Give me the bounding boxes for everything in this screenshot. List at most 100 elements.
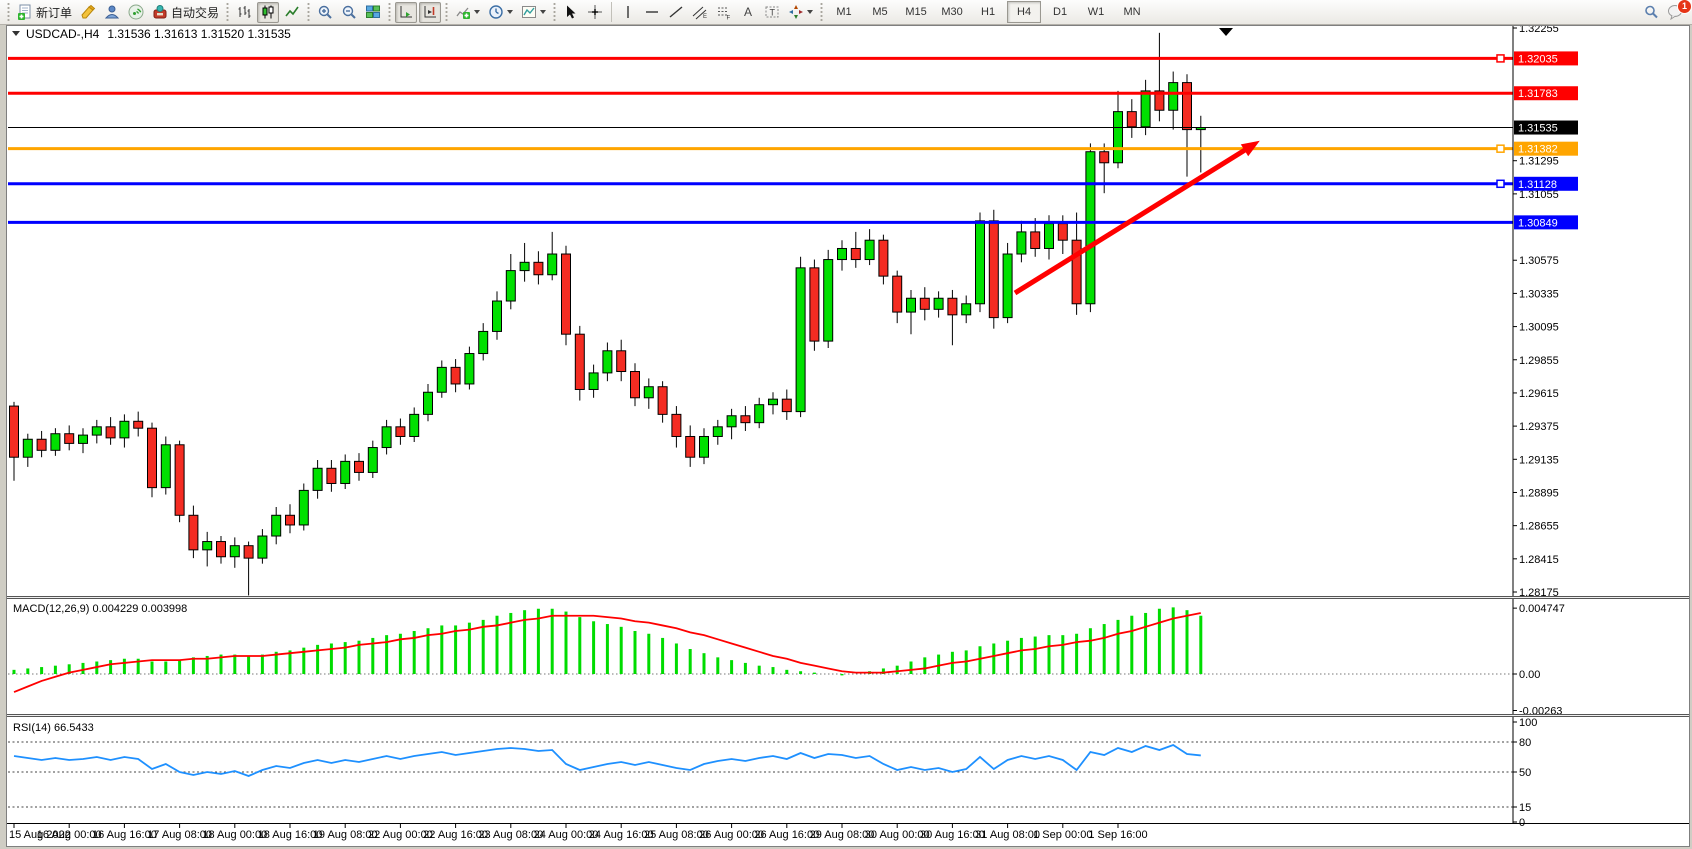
candle-body [878,239,889,277]
zoom-in-button[interactable] [314,2,336,23]
timeframe-H4[interactable]: H4 [1007,1,1042,23]
timeframe-M1[interactable]: M1 [836,6,852,18]
toolbar-grip[interactable] [819,3,825,21]
templates-button[interactable] [518,2,549,23]
search-button[interactable] [1640,2,1662,23]
tile-windows-button[interactable] [362,2,384,23]
price-axis[interactable]: 1.32255 1.31295 1.31055 1.30575 1.30335 1.300… [1512,26,1578,829]
indicators-caret-icon [474,10,481,14]
candle-body [1126,111,1137,128]
bar-chart-icon [236,4,252,20]
notification-badge[interactable]: 1 [1677,0,1692,14]
price-tick-label: 1.30095 [1519,322,1559,334]
zoom-out-button[interactable] [338,2,360,23]
candle-body [1044,223,1054,249]
toolbar-grip[interactable] [552,3,558,21]
candle-body [892,275,903,313]
hline-handle[interactable] [1496,54,1505,63]
vertical-line-button[interactable] [617,2,639,23]
symbol-label: USDCAD-,H4 [26,27,100,41]
timeframe-H1[interactable]: H1 [981,6,996,18]
price-badge [1514,51,1578,66]
price-tick-label: 1.29615 [1519,388,1559,400]
timeframe-M30[interactable]: M30 [941,6,963,18]
horizontal-line-button[interactable] [641,2,663,23]
chart-background [7,26,1689,846]
arrows-button[interactable] [785,2,816,23]
crosshair-button[interactable] [584,2,606,23]
bar-chart-button[interactable] [233,2,255,23]
symbol-collapse-icon[interactable] [12,31,20,36]
candle-body [436,366,447,393]
candle-body [1168,82,1179,111]
hline-handle[interactable] [1496,144,1505,153]
timeframe-M15[interactable]: M15 [905,6,927,18]
price-tick-label: 1.29855 [1519,355,1559,367]
timeframe-D1[interactable]: D1 [1053,6,1068,18]
candle-body [933,297,944,310]
chart-shift-button[interactable] [419,1,442,23]
candle-body [837,247,847,261]
macd-signal-line [13,612,1201,693]
auto-trading-button[interactable]: 自动交易 [149,2,222,23]
time-tick-label: 1 Sep 00:00 [1033,829,1092,841]
candle-body [9,405,19,458]
time-tick-label: 31 Aug 08:00 [975,829,1040,841]
equidistant-channel-button[interactable]: E [689,2,711,23]
metaeditor-button[interactable] [77,2,99,23]
fibonacci-button[interactable]: F [713,2,735,23]
horizontal-lines[interactable] [8,54,1513,224]
usdcad-h4-chart[interactable]: 1.32255 1.31295 1.31055 1.30575 1.30335 1.300… [7,26,1689,846]
line-chart-button[interactable] [281,2,303,23]
timeframe-MN[interactable]: MN [1123,6,1141,18]
candle-body [36,438,47,451]
time-tick-label: 30 Aug 16:00 [920,829,985,841]
candle-body [119,420,130,439]
candle-body [243,545,254,559]
trend-arrow-line[interactable] [1013,142,1255,296]
candle-body [257,535,268,559]
auto-scroll-button[interactable] [395,1,418,23]
candle-body [285,514,295,526]
toolbar-grip[interactable] [306,3,312,21]
toolbar-grip[interactable] [387,3,393,21]
time-tick-label: 17 Aug 08:00 [147,829,212,841]
chart-window[interactable]: 1.32255 1.31295 1.31055 1.30575 1.30335 1.300… [6,25,1690,847]
new-order-label: 新订单 [36,5,73,20]
trend-arrow[interactable] [1013,135,1263,296]
templates-caret-icon [540,10,547,14]
candlestick-chart-button[interactable] [257,1,280,23]
timeframe-M5[interactable]: M5 [872,6,888,18]
text-icon: A [740,4,756,20]
toolbar-grip[interactable] [225,3,231,21]
toolbar-grip[interactable] [6,3,11,21]
signals-button[interactable] [125,2,147,23]
macd-label: MACD(12,26,9) 0.004229 0.003998 [13,603,187,615]
toolbar-grip[interactable] [444,3,450,21]
timeframe-W1[interactable]: W1 [1087,6,1105,18]
candle-body [64,433,75,444]
periods-button[interactable] [485,2,516,23]
chat-button[interactable]: 1 [1664,0,1692,23]
text-button[interactable]: A [737,2,759,23]
mdi-area: 1.32255 1.31295 1.31055 1.30575 1.30335 1.300… [0,25,1692,849]
panel-splitter[interactable] [7,596,1689,599]
price-badge-label: 1.31128 [1518,179,1557,191]
time-tick-label: 25 Aug 08:00 [644,829,709,841]
profile-button[interactable] [101,2,123,23]
vertical-line-icon [620,4,636,20]
cursor-button[interactable] [560,2,582,23]
indicators-button[interactable] [452,2,483,23]
text-label-button[interactable]: T [761,2,783,23]
trendline-button[interactable] [665,2,687,23]
price-badge [1514,86,1578,101]
candle-body [781,398,792,413]
new-order-button[interactable]: 新订单 [14,2,75,23]
candlestick-chart-icon [260,4,276,20]
candle-body [105,426,116,439]
panel-splitter[interactable] [7,714,1689,717]
candle-body [602,350,613,374]
hline-handle[interactable] [1496,179,1505,189]
panel-separators[interactable] [7,596,1689,717]
